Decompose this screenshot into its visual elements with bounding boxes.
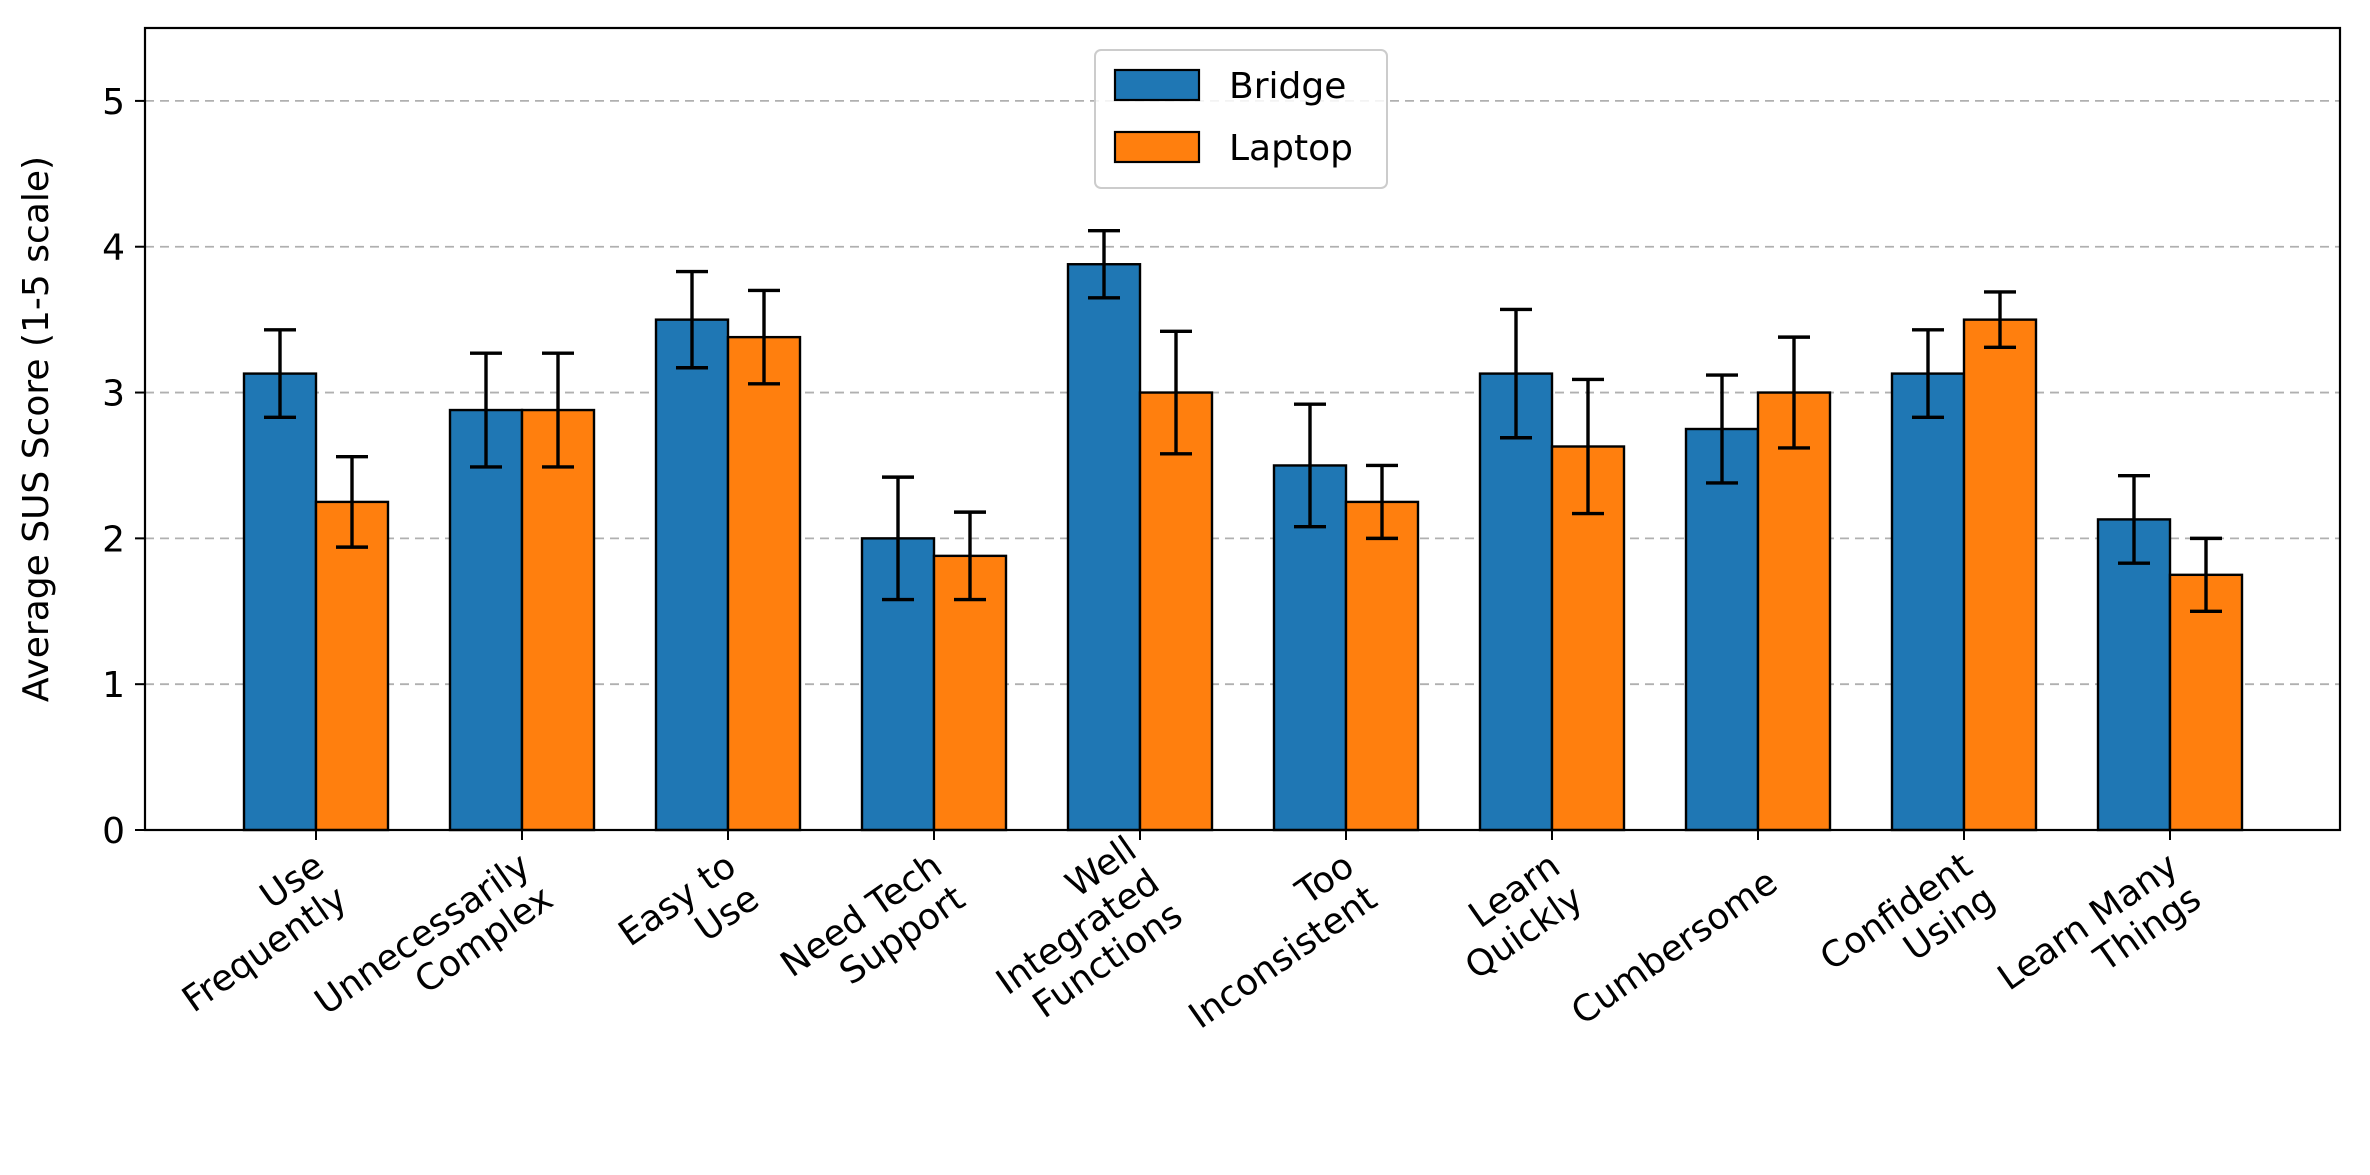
y-axis-ticks: 0 1 2 3 4 5 bbox=[102, 82, 145, 852]
x-tick-label: TooInconsistent bbox=[1159, 845, 1385, 1037]
bar-laptop bbox=[520, 408, 596, 832]
x-tick-label: WellIntegratedFunctions bbox=[966, 829, 1190, 1036]
legend-swatch bbox=[1113, 130, 1201, 164]
error-bar-laptop bbox=[748, 288, 780, 386]
error-bar-bridge bbox=[1706, 373, 1738, 485]
error-bar-laptop bbox=[954, 510, 986, 602]
error-bar-bridge bbox=[1088, 228, 1120, 300]
bar-laptop bbox=[1138, 391, 1214, 832]
error-bar-laptop bbox=[2190, 536, 2222, 613]
legend-item-laptop: Laptop bbox=[1113, 128, 1353, 169]
error-bar-laptop bbox=[1572, 377, 1604, 516]
error-bar-laptop bbox=[1366, 463, 1398, 541]
bar-laptop bbox=[932, 554, 1008, 832]
x-tick-label: Easy toUse bbox=[612, 845, 767, 987]
x-tick-label: Learn ManyThings bbox=[1991, 845, 2209, 1031]
bar-laptop bbox=[1344, 500, 1420, 832]
y-tick-label: 3 bbox=[102, 374, 125, 415]
legend-label: Laptop bbox=[1229, 128, 1353, 169]
bar-bridge bbox=[242, 372, 318, 832]
bar-bridge bbox=[1478, 372, 1554, 832]
error-bar-bridge bbox=[264, 328, 296, 420]
error-bar-laptop bbox=[1160, 329, 1192, 456]
bar-bridge bbox=[2096, 518, 2172, 832]
y-tick-label: 4 bbox=[102, 228, 125, 269]
error-bar-bridge bbox=[676, 269, 708, 370]
error-bar-bridge bbox=[1912, 328, 1944, 420]
error-bar-bridge bbox=[1500, 307, 1532, 440]
x-tick-label: UnnecessarilyComplex bbox=[308, 845, 561, 1056]
y-tick-label: 2 bbox=[102, 519, 125, 560]
x-tick-label: Need TechSupport bbox=[774, 845, 973, 1018]
bar-bridge bbox=[1684, 427, 1760, 832]
error-bars bbox=[264, 228, 2222, 613]
error-bar-laptop bbox=[542, 351, 574, 469]
bars bbox=[242, 263, 2244, 832]
y-tick-label: 5 bbox=[102, 82, 125, 123]
legend-swatch bbox=[1113, 68, 1201, 102]
y-tick-label: 1 bbox=[102, 665, 125, 706]
bar-bridge bbox=[1890, 372, 1966, 832]
error-bar-laptop bbox=[1778, 335, 1810, 450]
bar-laptop bbox=[1756, 391, 1832, 832]
error-bar-bridge bbox=[882, 475, 914, 602]
bar-bridge bbox=[654, 318, 730, 832]
bar-laptop bbox=[2168, 573, 2244, 832]
error-bar-bridge bbox=[1294, 402, 1326, 529]
bar-laptop bbox=[314, 500, 390, 832]
bar-laptop bbox=[726, 335, 802, 832]
y-axis-label: Average SUS Score (1-5 scale) bbox=[16, 156, 57, 702]
bar-laptop bbox=[1962, 318, 2038, 832]
error-bar-bridge bbox=[2118, 473, 2150, 565]
legend-label: Bridge bbox=[1229, 66, 1346, 107]
x-tick-label: ConfidentUsing bbox=[1813, 845, 2002, 1011]
axes-frame bbox=[143, 26, 2342, 832]
error-bar-laptop bbox=[1984, 290, 2016, 350]
x-tick-label: LearnQuickly bbox=[1435, 845, 1590, 988]
y-tick-label: 0 bbox=[102, 811, 125, 852]
bar-bridge bbox=[448, 408, 524, 832]
legend: Bridge Laptop bbox=[1094, 49, 1388, 189]
error-bar-laptop bbox=[336, 455, 368, 549]
error-bar-bridge bbox=[470, 351, 502, 469]
bar-bridge bbox=[1066, 263, 1142, 832]
x-tick-label: Cumbersome bbox=[1564, 862, 1785, 1034]
legend-item-bridge: Bridge bbox=[1113, 66, 1346, 107]
